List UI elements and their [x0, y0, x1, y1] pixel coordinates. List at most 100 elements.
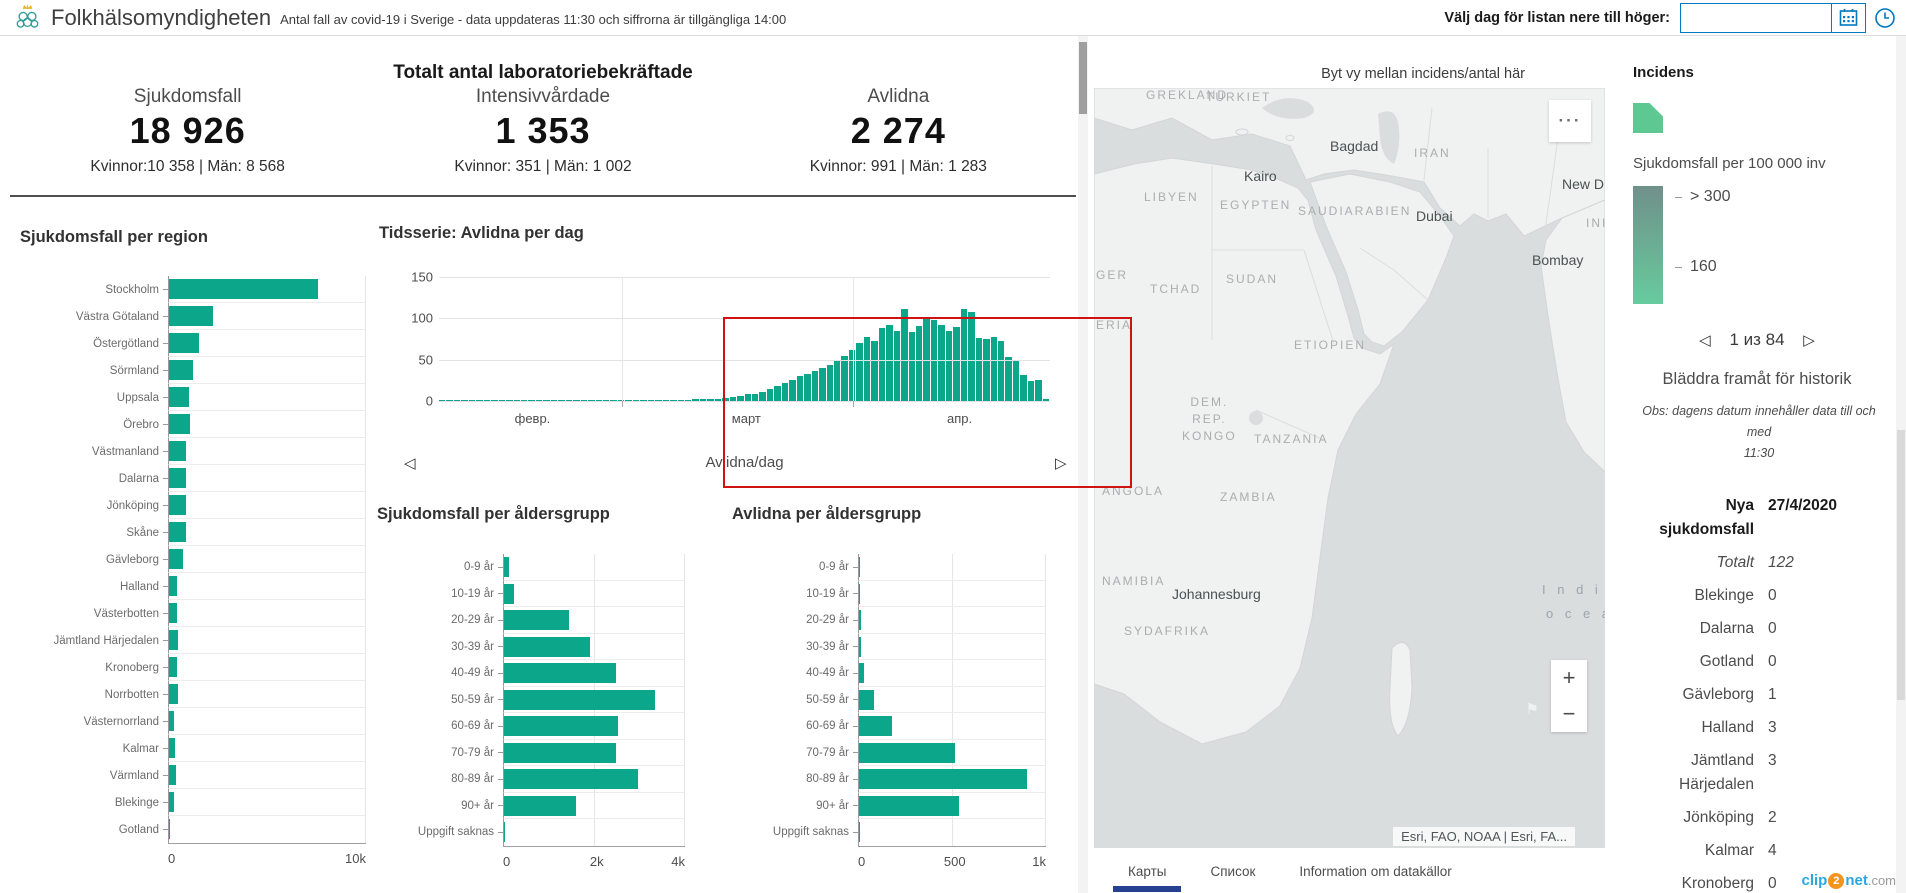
pager-next-button[interactable]: ▷ — [1803, 332, 1815, 349]
bar[interactable] — [968, 311, 975, 401]
bar[interactable] — [953, 326, 960, 401]
left-panel-scrollbar[interactable] — [1078, 36, 1088, 893]
map-overflow-menu-button[interactable]: ··· — [1549, 100, 1591, 142]
bar[interactable] — [504, 663, 616, 683]
next-arrow-button[interactable]: ▷ — [1055, 455, 1067, 472]
bar[interactable] — [859, 795, 960, 816]
bar[interactable] — [841, 355, 848, 401]
bar[interactable] — [901, 309, 908, 401]
bar[interactable] — [707, 398, 714, 401]
bar[interactable] — [504, 716, 619, 736]
bar[interactable] — [859, 663, 864, 683]
bar[interactable] — [169, 522, 187, 542]
bar[interactable] — [662, 400, 670, 401]
bar[interactable] — [871, 340, 878, 401]
bar[interactable] — [632, 400, 640, 401]
bar[interactable] — [781, 382, 789, 401]
bar[interactable] — [504, 689, 655, 710]
bar[interactable] — [504, 822, 506, 842]
bar[interactable] — [752, 393, 759, 401]
bar[interactable] — [759, 391, 766, 401]
bar[interactable] — [774, 386, 781, 401]
bar[interactable] — [506, 400, 513, 401]
bar[interactable] — [169, 387, 189, 407]
bar[interactable] — [580, 400, 588, 401]
bar[interactable] — [595, 400, 602, 401]
bar[interactable] — [655, 400, 662, 401]
bar[interactable] — [169, 279, 318, 299]
bar[interactable] — [169, 765, 176, 785]
bar[interactable] — [535, 400, 543, 401]
time-button[interactable] — [1870, 2, 1900, 33]
bar[interactable] — [975, 338, 983, 401]
bar[interactable] — [859, 636, 861, 657]
bar[interactable] — [893, 330, 901, 401]
bar[interactable] — [169, 360, 194, 380]
bar[interactable] — [446, 400, 453, 401]
bar[interactable] — [169, 738, 175, 758]
bar[interactable] — [439, 400, 446, 401]
bar[interactable] — [859, 689, 874, 710]
bar[interactable] — [491, 400, 498, 401]
bar[interactable] — [169, 468, 186, 488]
bar[interactable] — [945, 330, 953, 401]
bar[interactable] — [504, 742, 617, 763]
bar[interactable] — [647, 400, 655, 401]
bar[interactable] — [670, 400, 677, 401]
bar[interactable] — [863, 337, 871, 401]
bar[interactable] — [169, 441, 186, 461]
bar[interactable] — [558, 400, 565, 401]
bar[interactable] — [1005, 357, 1012, 401]
bar[interactable] — [498, 400, 506, 401]
bar[interactable] — [789, 379, 796, 401]
bar[interactable] — [997, 341, 1005, 401]
bar[interactable] — [483, 400, 491, 401]
bar[interactable] — [169, 657, 178, 677]
bar[interactable] — [640, 400, 647, 401]
bar[interactable] — [856, 343, 863, 401]
bar[interactable] — [169, 819, 171, 839]
bar[interactable] — [573, 400, 580, 401]
bar[interactable] — [1020, 375, 1027, 401]
bar[interactable] — [617, 400, 625, 401]
bar[interactable] — [476, 400, 483, 401]
previous-arrow-button[interactable]: ◁ — [404, 455, 416, 472]
bar[interactable] — [602, 400, 610, 401]
bar[interactable] — [960, 309, 968, 401]
bar[interactable] — [169, 684, 178, 704]
bar[interactable] — [859, 769, 1028, 789]
bar[interactable] — [169, 414, 190, 434]
bar[interactable] — [684, 400, 692, 401]
bar[interactable] — [729, 396, 737, 401]
bar[interactable] — [811, 371, 819, 401]
bar[interactable] — [714, 398, 722, 401]
bar[interactable] — [169, 603, 178, 623]
bar[interactable] — [722, 397, 729, 401]
bar[interactable] — [983, 339, 990, 401]
bar[interactable] — [169, 576, 178, 596]
bar[interactable] — [169, 306, 213, 326]
bar[interactable] — [543, 400, 550, 401]
bar[interactable] — [699, 399, 707, 401]
bar[interactable] — [461, 400, 468, 401]
bar[interactable] — [848, 349, 856, 401]
bar[interactable] — [938, 324, 945, 401]
bar[interactable] — [169, 711, 175, 731]
bar[interactable] — [744, 394, 752, 401]
bar[interactable] — [453, 400, 461, 401]
bar[interactable] — [513, 400, 520, 401]
bar[interactable] — [796, 376, 804, 401]
bar[interactable] — [169, 630, 178, 650]
bar[interactable] — [528, 400, 535, 401]
bar[interactable] — [859, 716, 893, 736]
bar[interactable] — [520, 400, 528, 401]
bar[interactable] — [1042, 398, 1050, 401]
bar[interactable] — [504, 557, 510, 577]
bar[interactable] — [766, 389, 774, 401]
bar[interactable] — [677, 400, 684, 401]
bar[interactable] — [504, 636, 590, 657]
bar[interactable] — [169, 792, 174, 812]
bar[interactable] — [504, 795, 576, 816]
bar[interactable] — [908, 331, 915, 401]
bar[interactable] — [826, 364, 834, 401]
